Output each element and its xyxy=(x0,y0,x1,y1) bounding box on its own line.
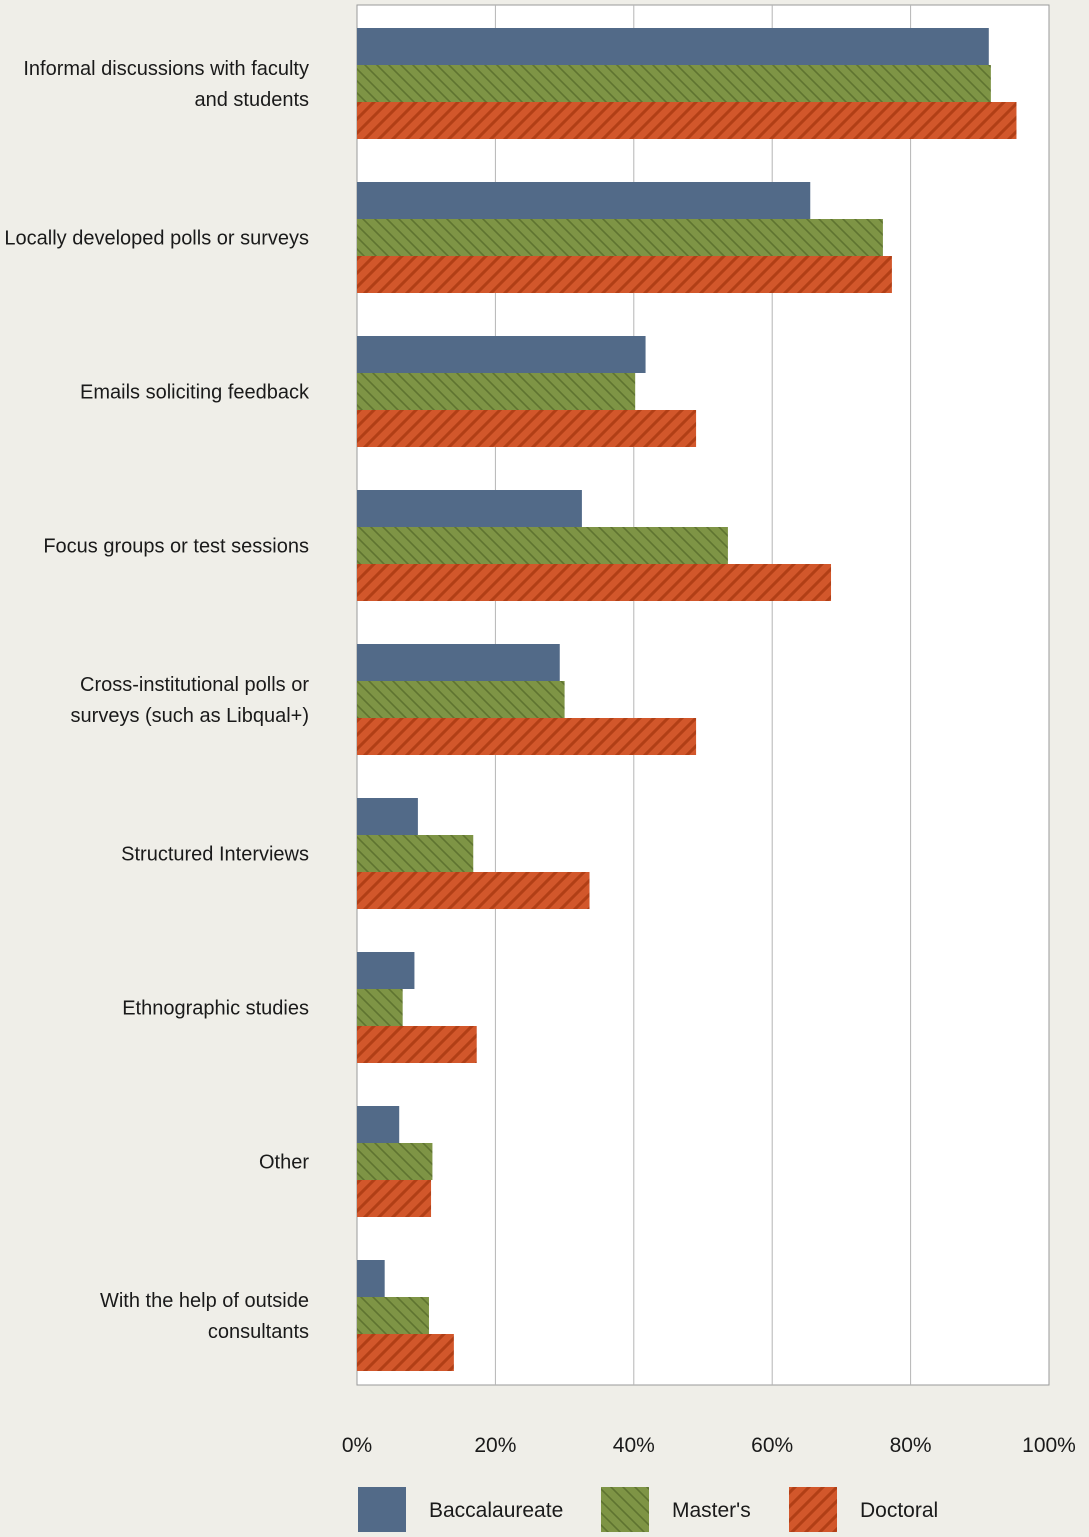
bar-hatch-up xyxy=(357,102,1017,139)
bar-hatch-up xyxy=(357,1026,477,1063)
legend-swatch xyxy=(789,1487,837,1532)
x-tick-label: 60% xyxy=(751,1434,793,1457)
bar-hatch-down xyxy=(357,835,474,872)
category-label: Locally developed polls or surveys xyxy=(4,228,309,250)
bar-hatch-down xyxy=(357,1297,429,1334)
bar-hatch-up xyxy=(357,872,590,909)
bar-hatch-up xyxy=(357,1334,454,1371)
bar-solid xyxy=(357,28,989,65)
legend-item: Baccalaureate xyxy=(358,1487,563,1532)
bar-solid xyxy=(357,1260,385,1297)
bar-hatch-down xyxy=(357,65,991,102)
category-label: Structured Interviews xyxy=(121,844,309,866)
x-tick-label: 20% xyxy=(474,1434,516,1457)
category-label: Cross-institutional polls or xyxy=(80,674,309,696)
legend-swatch xyxy=(601,1487,649,1532)
category-label: surveys (such as Libqual+) xyxy=(71,705,309,727)
legend-label: Master's xyxy=(672,1499,751,1522)
category-label: Focus groups or test sessions xyxy=(43,536,309,558)
bar-hatch-up xyxy=(357,718,697,755)
bar-solid xyxy=(357,952,415,989)
bar-hatch-down xyxy=(357,373,636,410)
category-label: Ethnographic studies xyxy=(122,998,309,1020)
category-label: Other xyxy=(259,1152,309,1174)
bar-solid xyxy=(357,644,560,681)
legend-swatch xyxy=(358,1487,406,1532)
bar-hatch-down xyxy=(357,219,883,256)
legend-label: Doctoral xyxy=(860,1499,938,1522)
x-tick-label: 100% xyxy=(1022,1434,1076,1457)
bar-hatch-up xyxy=(357,410,697,447)
legend-label: Baccalaureate xyxy=(429,1499,563,1522)
category-label: Emails soliciting feedback xyxy=(80,382,310,404)
bar-hatch-down xyxy=(357,1143,433,1180)
bar-hatch-down xyxy=(357,681,565,718)
legend-item: Doctoral xyxy=(789,1487,938,1532)
bars-layer xyxy=(357,28,1017,1371)
bar-hatch-up xyxy=(357,564,832,601)
category-label: Informal discussions with faculty xyxy=(23,58,309,80)
category-label: and students xyxy=(194,89,309,111)
x-tick-label: 80% xyxy=(890,1434,932,1457)
x-axis-ticks: 0% 20% 40% 60% 80% 100% xyxy=(342,1434,1076,1457)
category-labels: Informal discussions with faculty and stu… xyxy=(4,58,310,1343)
bar-hatch-down xyxy=(357,527,728,564)
x-tick-label: 0% xyxy=(342,1434,372,1457)
bar-solid xyxy=(357,490,582,527)
bar-solid xyxy=(357,336,646,373)
bar-hatch-up xyxy=(357,1180,432,1217)
bar-solid xyxy=(357,798,418,835)
bar-hatch-up xyxy=(357,256,892,293)
legend: Baccalaureate Master's Doctoral xyxy=(358,1487,938,1532)
bar-hatch-down xyxy=(357,989,403,1026)
x-tick-label: 40% xyxy=(613,1434,655,1457)
bar-solid xyxy=(357,182,811,219)
bar-solid xyxy=(357,1106,400,1143)
category-label: consultants xyxy=(208,1321,309,1343)
category-label: With the help of outside xyxy=(100,1290,309,1312)
legend-item: Master's xyxy=(601,1487,751,1532)
